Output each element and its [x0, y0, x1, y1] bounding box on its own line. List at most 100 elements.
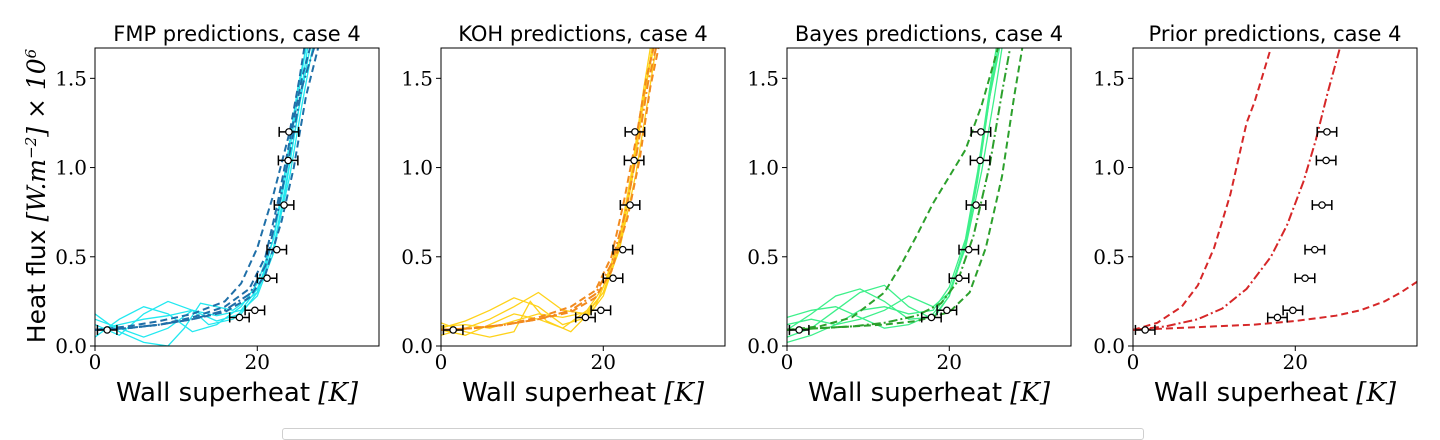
observation-marker — [449, 326, 457, 334]
observation-marker — [597, 306, 605, 315]
x-tick-label: 20 — [245, 350, 270, 374]
panel-title: KOH predictions, case 4 — [458, 22, 708, 46]
observation-marker — [103, 326, 111, 334]
observation-marker — [272, 245, 281, 254]
series-group — [787, 48, 1024, 344]
prediction-line-2 — [1133, 48, 1341, 331]
y-tick-label: 1.0 — [1093, 156, 1125, 180]
observation-point — [1311, 200, 1333, 211]
sample-line-6 — [441, 48, 653, 338]
observation-marker — [1310, 245, 1319, 254]
observation-point — [442, 324, 464, 335]
series-group — [1133, 48, 1417, 331]
prediction-line-1 — [441, 48, 660, 331]
observation-marker — [927, 313, 936, 322]
prediction-line-2 — [441, 48, 655, 331]
observation-point — [228, 312, 250, 323]
observation-point — [1316, 126, 1338, 137]
x-tick-label: 20 — [591, 350, 616, 374]
panel-4: Prior predictions, case 4 0.0 0.5 1.0 1.5 0 20… — [1093, 22, 1418, 408]
observation-marker — [285, 128, 293, 136]
sample-line-8 — [787, 48, 999, 329]
observation-marker — [976, 156, 984, 165]
y-tick-label: 1.5 — [747, 66, 779, 90]
observation-point — [277, 155, 299, 166]
observation-point — [256, 273, 278, 284]
y-tick-label: 0.0 — [55, 334, 87, 358]
observation-point — [936, 305, 958, 316]
plot-frame — [1132, 47, 1418, 347]
observation-marker — [1301, 274, 1309, 282]
observation-marker — [251, 306, 259, 315]
observation-point — [920, 312, 942, 323]
observation-marker — [943, 306, 951, 315]
observation-marker — [618, 245, 627, 254]
y-tick-label: 1.0 — [401, 156, 433, 180]
prediction-line-3 — [787, 48, 1024, 331]
sample-line-6 — [787, 48, 1003, 326]
observation-point — [612, 244, 634, 255]
observation-marker — [972, 201, 980, 209]
series-group — [95, 48, 320, 346]
y-axis-label: Heat flux [W.m−2] × 106 — [22, 48, 51, 343]
y-tick-label: 1.5 — [1093, 66, 1125, 90]
panel-3: Bayes predictions, case 4 0.0 0.5 1.0 1.5 0 20… — [747, 22, 1072, 408]
observation-marker — [609, 274, 617, 282]
observation-point — [1294, 273, 1316, 284]
observation-point — [965, 200, 987, 211]
x-axis-label: Wall superheat [K] — [462, 378, 705, 408]
sample-line-5 — [441, 48, 655, 336]
observation-marker — [1322, 156, 1330, 165]
prediction-line-4 — [95, 48, 306, 331]
y-tick-label: 0.5 — [747, 245, 779, 269]
observation-point — [96, 324, 118, 335]
observation-marker — [955, 274, 963, 282]
observation-point — [948, 273, 970, 284]
observation-point — [574, 312, 596, 323]
observation-point — [266, 244, 288, 255]
prediction-line-1 — [787, 48, 999, 331]
prediction-line-2 — [95, 48, 311, 331]
sample-line-4 — [787, 48, 999, 331]
panel-title: Bayes predictions, case 4 — [795, 22, 1063, 46]
y-tick-label: 1.0 — [747, 156, 779, 180]
prediction-line-3 — [441, 48, 657, 331]
observation-point — [958, 244, 980, 255]
observation-point — [619, 200, 641, 211]
plot-frame — [786, 47, 1072, 347]
y-tick-label: 0.0 — [747, 334, 779, 358]
y-tick-label: 1.0 — [55, 156, 87, 180]
observation-point — [970, 126, 992, 137]
observation-point — [624, 126, 646, 137]
sample-line-7 — [787, 48, 997, 344]
x-tick-label: 0 — [781, 350, 794, 374]
observation-marker — [631, 128, 639, 136]
sample-line-9 — [95, 48, 307, 346]
x-tick-label: 20 — [937, 350, 962, 374]
y-tick-label: 0.0 — [1093, 334, 1125, 358]
y-tick-label: 0.5 — [1093, 245, 1125, 269]
observation-marker — [263, 274, 271, 282]
panel-title: FMP predictions, case 4 — [113, 22, 361, 46]
sample-line-7 — [441, 48, 651, 336]
x-axis-label: Wall superheat [K] — [1154, 378, 1397, 408]
observation-marker — [581, 313, 590, 322]
observation-point — [788, 324, 810, 335]
observation-point — [1282, 305, 1304, 316]
observation-marker — [235, 313, 244, 322]
y-tick-label: 0.0 — [401, 334, 433, 358]
observation-marker — [1273, 313, 1282, 322]
prediction-line-2 — [787, 48, 1012, 331]
observation-marker — [1289, 306, 1297, 315]
observation-point — [602, 273, 624, 284]
observation-marker — [1323, 128, 1331, 136]
observation-marker — [964, 245, 973, 254]
observation-point — [273, 200, 295, 211]
prediction-line-3 — [1133, 280, 1417, 331]
observation-point — [1266, 312, 1288, 323]
observation-marker — [795, 326, 803, 334]
observation-marker — [626, 201, 634, 209]
x-axis-label: Wall superheat [K] — [808, 378, 1051, 408]
panel-1: FMP predictions, case 4 0.0 0.5 1.0 1.5 0 20 Wa… — [55, 22, 380, 408]
